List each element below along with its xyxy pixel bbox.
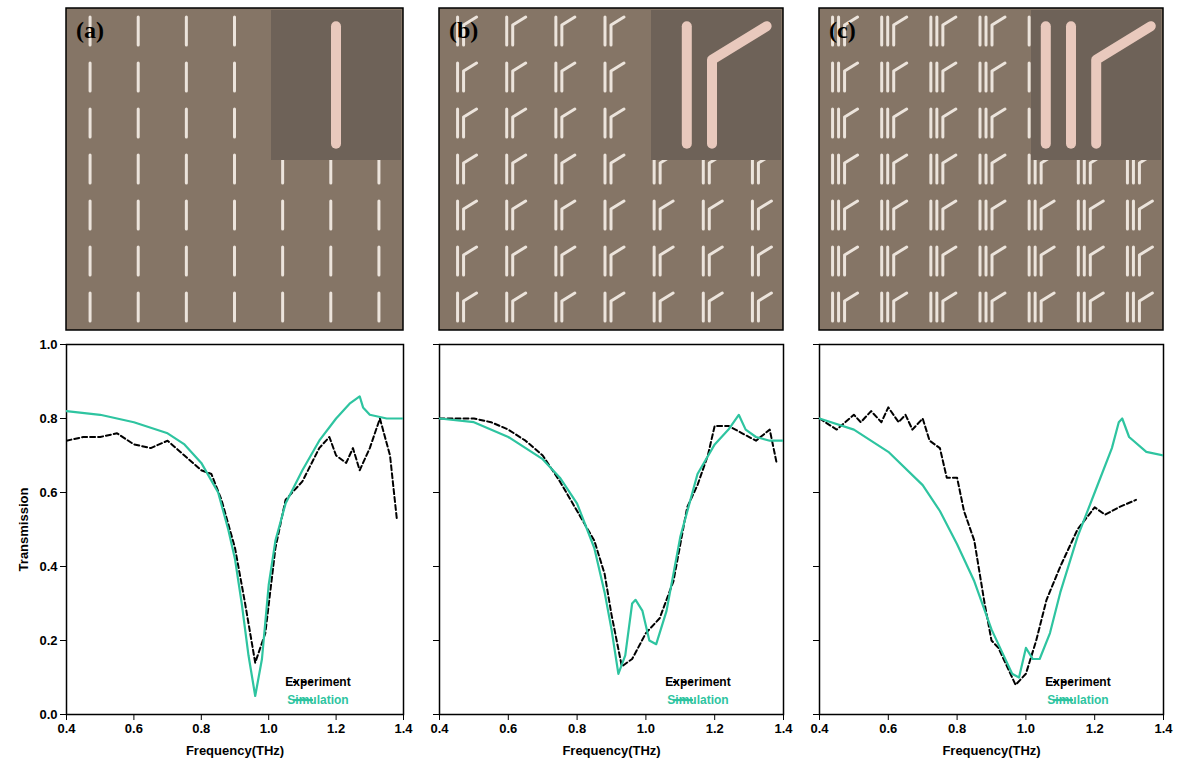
- svg-text:1.0: 1.0: [39, 337, 57, 352]
- svg-text:0.4: 0.4: [57, 721, 76, 736]
- svg-text:Experiment: Experiment: [285, 675, 350, 689]
- svg-text:Frequency(THz): Frequency(THz): [942, 743, 1040, 758]
- svg-text:(c): (c): [829, 17, 856, 43]
- svg-text:0.6: 0.6: [39, 485, 57, 500]
- svg-text:1.2: 1.2: [1086, 721, 1104, 736]
- svg-text:Transmission: Transmission: [16, 488, 31, 572]
- svg-text:Experiment: Experiment: [665, 675, 730, 689]
- svg-text:1.0: 1.0: [1017, 721, 1035, 736]
- svg-text:0.8: 0.8: [568, 721, 586, 736]
- svg-text:Simulation: Simulation: [1047, 693, 1108, 707]
- svg-text:Frequency(THz): Frequency(THz): [186, 743, 284, 758]
- svg-text:0.4: 0.4: [39, 559, 58, 574]
- svg-text:1.2: 1.2: [706, 721, 724, 736]
- svg-text:1.4: 1.4: [1154, 721, 1173, 736]
- svg-text:0.6: 0.6: [125, 721, 143, 736]
- svg-text:0.0: 0.0: [39, 707, 57, 722]
- svg-text:(a): (a): [76, 17, 104, 43]
- svg-text:0.6: 0.6: [879, 721, 897, 736]
- svg-text:(b): (b): [449, 17, 478, 43]
- svg-text:0.6: 0.6: [499, 721, 517, 736]
- svg-text:1.4: 1.4: [394, 721, 413, 736]
- svg-text:1.4: 1.4: [774, 721, 793, 736]
- svg-text:Simulation: Simulation: [287, 693, 348, 707]
- svg-text:0.8: 0.8: [948, 721, 966, 736]
- svg-text:Simulation: Simulation: [667, 693, 728, 707]
- svg-text:0.4: 0.4: [430, 721, 449, 736]
- svg-text:0.8: 0.8: [192, 721, 210, 736]
- svg-text:0.2: 0.2: [39, 633, 57, 648]
- svg-text:1.2: 1.2: [327, 721, 345, 736]
- svg-text:0.4: 0.4: [810, 721, 829, 736]
- svg-text:1.0: 1.0: [260, 721, 278, 736]
- svg-text:Experiment: Experiment: [1045, 675, 1110, 689]
- svg-text:1.0: 1.0: [637, 721, 655, 736]
- svg-text:Frequency(THz): Frequency(THz): [562, 743, 660, 758]
- svg-text:0.8: 0.8: [39, 411, 57, 426]
